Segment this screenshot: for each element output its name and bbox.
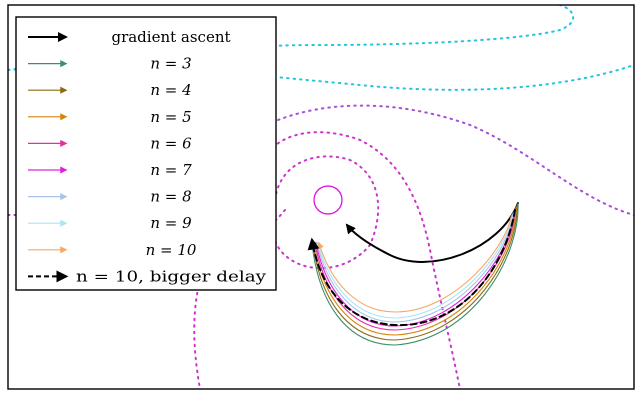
trajectory-series-7 xyxy=(316,214,513,319)
legend-label: n = 10 xyxy=(146,241,197,259)
legend-box xyxy=(15,16,277,291)
legend-label: n = 6 xyxy=(150,134,192,152)
trajectory-series-3 xyxy=(311,206,517,336)
legend-item: n = 4 xyxy=(28,81,192,99)
trajectory-series-8 xyxy=(317,216,512,313)
legend-item: n = 8 xyxy=(28,188,192,206)
legend-label: n = 4 xyxy=(150,81,191,99)
legend-label: gradient ascent xyxy=(111,28,230,46)
trajectory-gradient-ascent xyxy=(345,202,519,263)
trajectory-series-4 xyxy=(312,208,516,331)
contour-line-mid xyxy=(277,104,634,216)
trajectory-series-2 xyxy=(310,204,518,341)
plot-frame xyxy=(7,4,635,390)
legend-label: n = 7 xyxy=(150,161,192,179)
legend-item: n = 5 xyxy=(28,108,192,126)
legend-item: n = 10 xyxy=(28,241,197,259)
contour-line-inner-4 xyxy=(270,155,380,270)
legend-item: n = 10, bigger delay xyxy=(28,267,267,285)
contour-line-outer-2 xyxy=(8,64,634,91)
legend-item: n = 3 xyxy=(28,55,192,73)
trajectories xyxy=(307,202,519,346)
legend-label: n = 8 xyxy=(150,188,191,206)
legend-item: n = 9 xyxy=(28,214,192,232)
trajectory-series-1 xyxy=(309,202,519,346)
legend-label: n = 9 xyxy=(150,214,192,232)
legend-label: n = 10, bigger delay xyxy=(76,267,267,285)
trajectory-series-6 xyxy=(314,212,514,323)
target-marker xyxy=(313,185,343,215)
legend-label: n = 5 xyxy=(150,108,191,126)
legend: gradient ascent n = 3 n = 4 n = 5 n = 6 n = 7… xyxy=(15,16,277,291)
legend-item: gradient ascent xyxy=(28,28,231,46)
legend-item: n = 7 xyxy=(28,161,192,179)
legend-item: n = 6 xyxy=(28,134,192,152)
trajectory-series-9 xyxy=(307,209,516,327)
legend-label: n = 3 xyxy=(150,55,191,73)
